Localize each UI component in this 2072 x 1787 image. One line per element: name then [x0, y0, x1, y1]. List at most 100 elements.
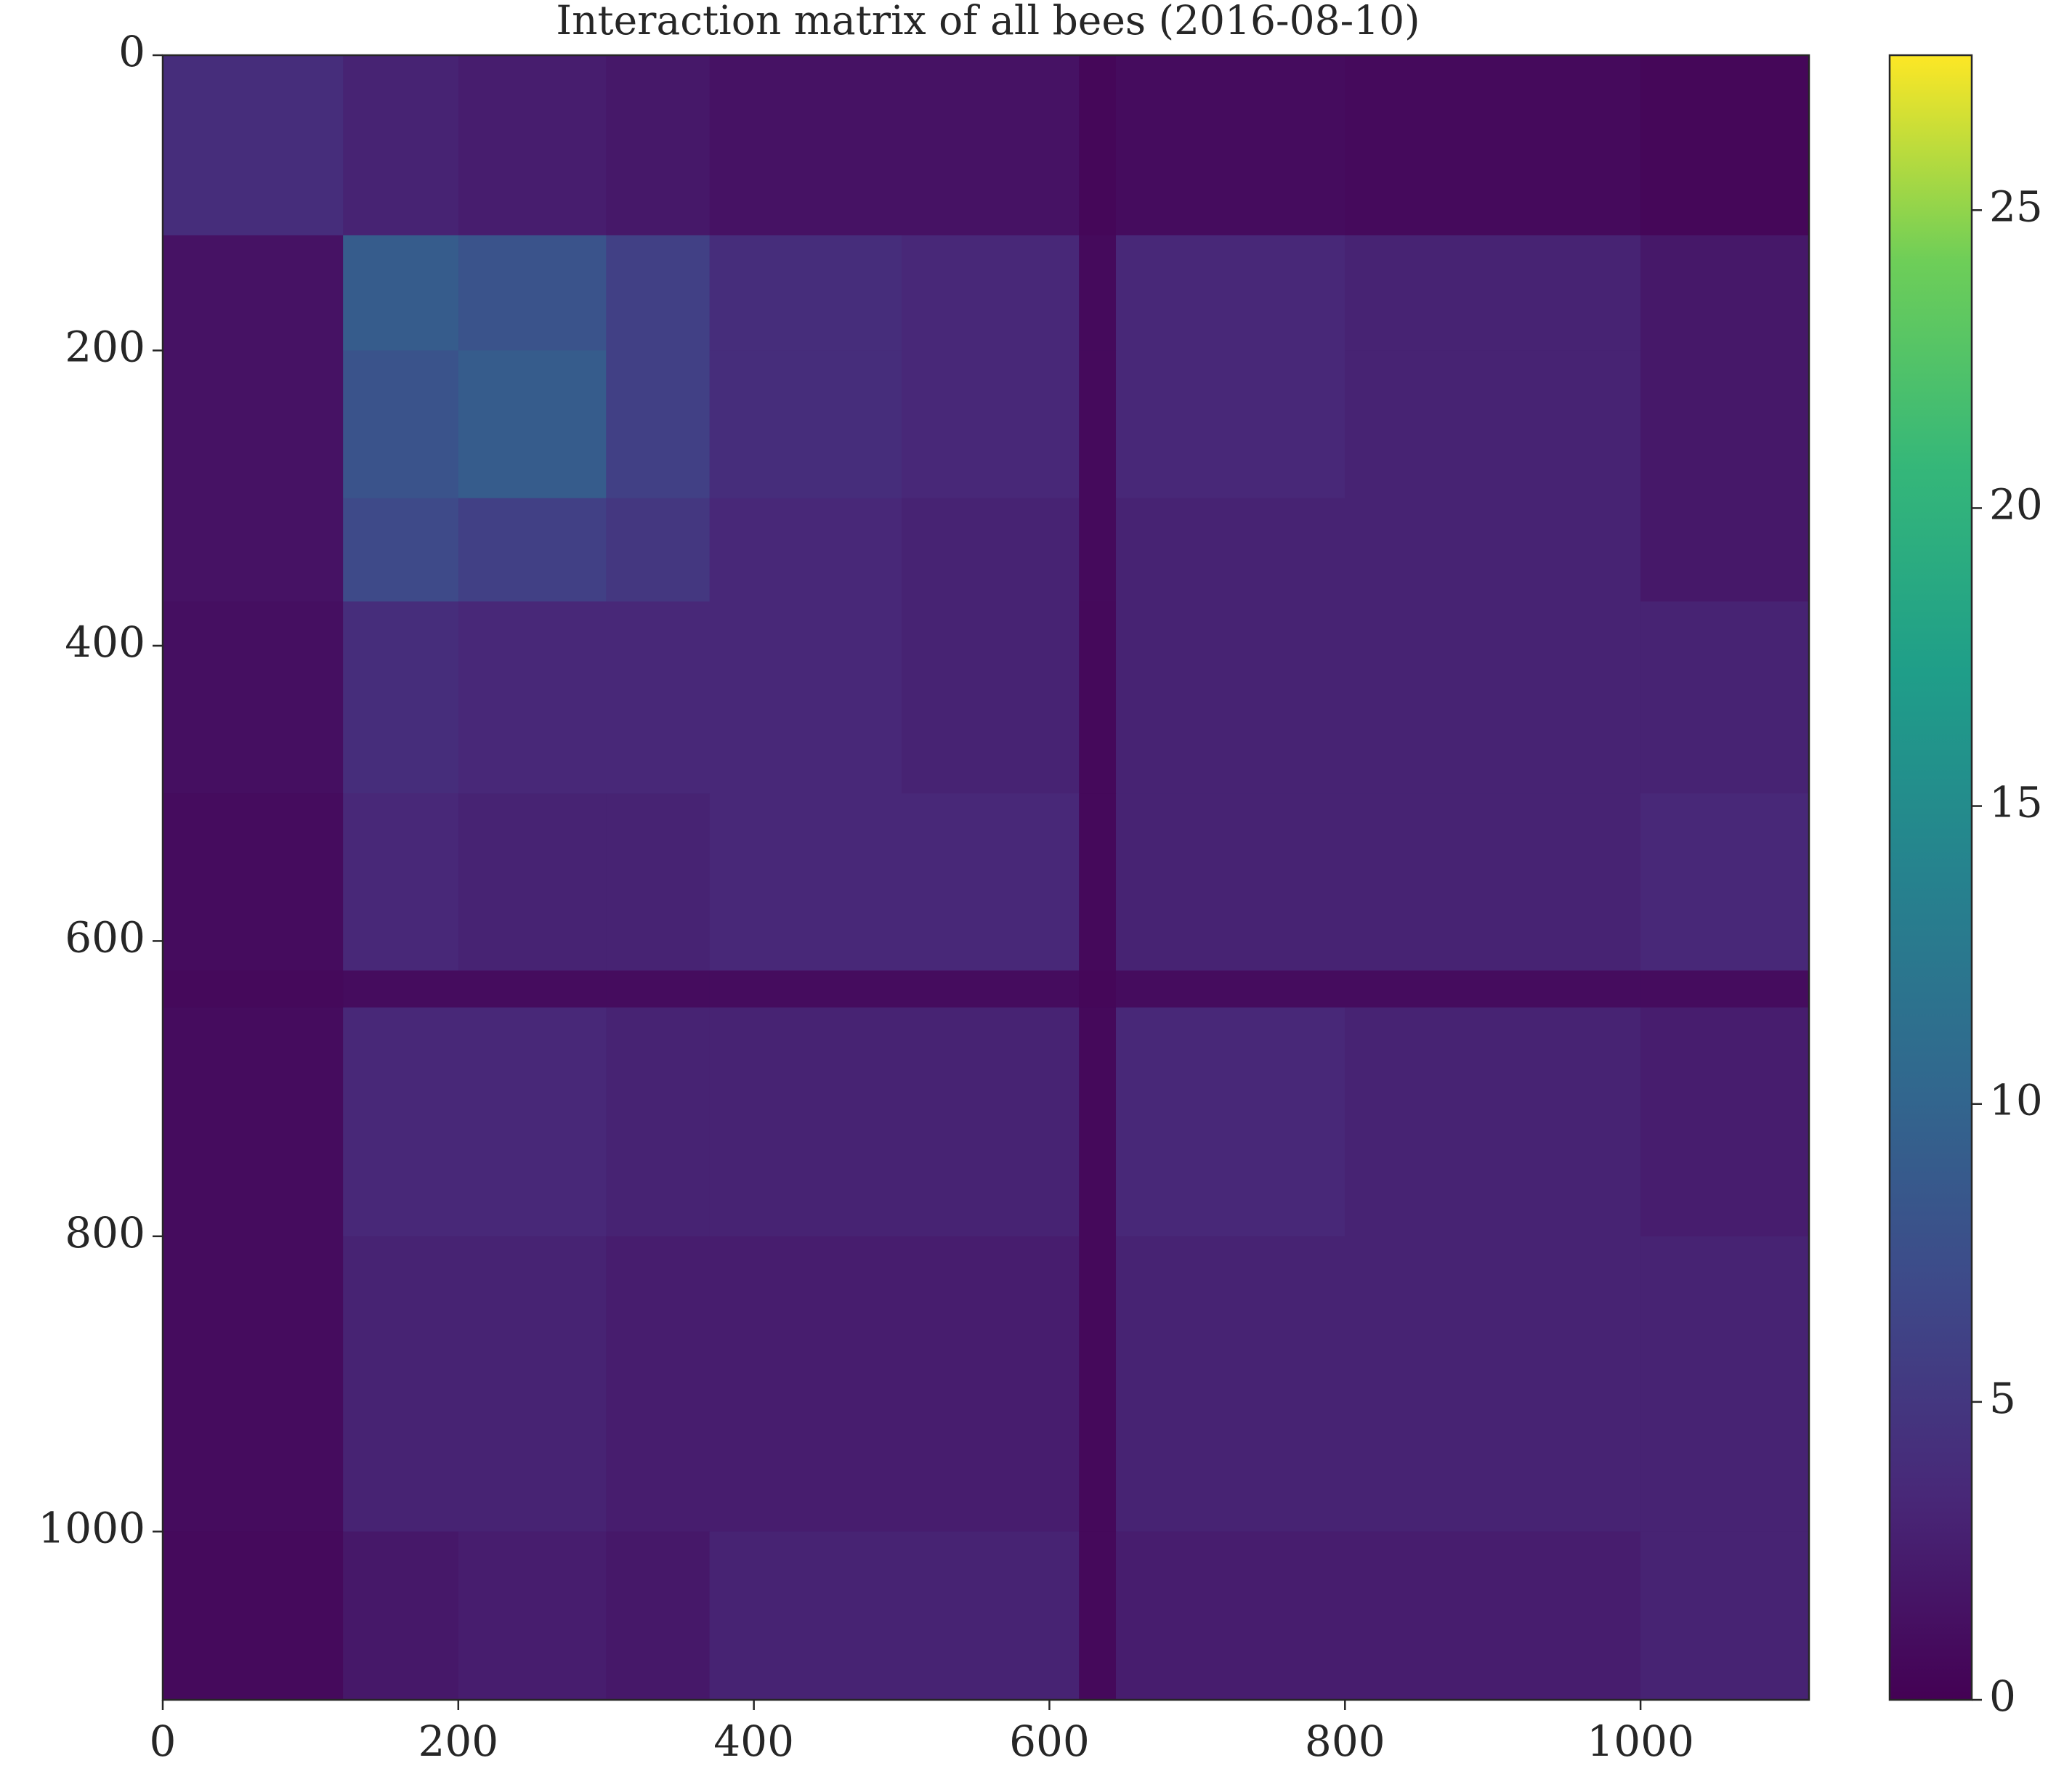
heatmap-cell: [606, 971, 711, 1008]
y-tick-label: 1000: [38, 1503, 145, 1552]
heatmap-cell: [902, 971, 1080, 1008]
heatmap-cell: [1345, 235, 1641, 351]
x-tick-label: 1000: [1587, 1717, 1694, 1766]
heatmap-cell: [1116, 55, 1345, 236]
heatmap-cell: [1640, 235, 1810, 351]
heatmap-cell: [709, 1531, 902, 1701]
heatmap-cell: [343, 793, 459, 971]
heatmap-cell: [1079, 1007, 1117, 1237]
heatmap-cell: [1345, 971, 1641, 1008]
heatmap-cell: [902, 1007, 1080, 1237]
heatmap-cell: [458, 793, 607, 971]
heatmap-cell: [606, 1007, 711, 1237]
y-tick-label: 400: [65, 617, 145, 667]
heatmap-cell: [1116, 793, 1345, 971]
heatmap-cell: [709, 971, 902, 1008]
heatmap-cell: [709, 235, 902, 351]
heatmap-cell: [1079, 55, 1117, 236]
heatmap-cell: [343, 1236, 459, 1532]
heatmap-cell: [1079, 1236, 1117, 1532]
heatmap-cell: [1116, 971, 1345, 1008]
heatmap-cell: [343, 350, 459, 499]
heatmap-cell: [1640, 601, 1810, 794]
heatmap-cell: [458, 1236, 607, 1532]
heatmap-cell: [606, 235, 711, 351]
heatmap-cell: [163, 1531, 344, 1701]
heatmap-cell: [163, 1236, 344, 1532]
y-tick-label: 0: [118, 27, 145, 76]
x-tick-label: 400: [713, 1717, 794, 1766]
heatmap-cell: [1640, 971, 1810, 1008]
heatmap-cell: [163, 350, 344, 499]
heatmap-cell: [1640, 1236, 1810, 1532]
heatmap-cell: [343, 601, 459, 794]
heatmap-cell: [163, 498, 344, 602]
heatmap-cell: [458, 235, 607, 351]
heatmap-cell: [902, 350, 1080, 499]
heatmap-cell: [1640, 350, 1810, 499]
heatmap-cell: [1345, 793, 1641, 971]
heatmap-cell: [606, 601, 711, 794]
heatmap-cell: [709, 793, 902, 971]
heatmap-cell: [343, 235, 459, 351]
x-tick-label: 0: [150, 1717, 177, 1766]
heatmap-cell: [1640, 793, 1810, 971]
heatmap-cell: [709, 601, 902, 794]
heatmap-cell: [606, 1531, 711, 1701]
heatmap-cell: [902, 793, 1080, 971]
heatmap-cell: [902, 235, 1080, 351]
heatmap-cell: [606, 498, 711, 602]
heatmap-cell: [458, 601, 607, 794]
colorbar-tick-label: 20: [1989, 479, 2043, 529]
heatmap-cell: [902, 55, 1080, 236]
heatmap-cell: [902, 1531, 1080, 1701]
heatmap-cell: [163, 1007, 344, 1237]
colorbar-tick-label: 10: [1989, 1076, 2043, 1125]
heatmap-cell: [1345, 350, 1641, 499]
y-tick-label: 200: [65, 322, 145, 371]
heatmap-cell: [709, 1236, 902, 1532]
colorbar-tick-label: 25: [1989, 182, 2043, 231]
y-tick-label: 600: [65, 912, 145, 962]
x-tick-label: 800: [1305, 1717, 1385, 1766]
heatmap-cell: [1116, 235, 1345, 351]
heatmap-cell: [458, 971, 607, 1008]
x-tick-label: 600: [1009, 1717, 1090, 1766]
heatmap-cell: [163, 793, 344, 971]
plot-frame: [161, 54, 1810, 1701]
heatmap-cell: [1116, 601, 1345, 794]
heatmap-cell: [343, 55, 459, 236]
heatmap-cell: [458, 1531, 607, 1701]
heatmap: [163, 55, 1810, 1701]
heatmap-cell: [163, 971, 344, 1008]
heatmap-cell: [1079, 235, 1117, 351]
heatmap-cell: [1345, 498, 1641, 602]
heatmap-cell: [1079, 350, 1117, 499]
heatmap-cell: [1640, 498, 1810, 602]
heatmap-cell: [1640, 1007, 1810, 1237]
heatmap-cell: [902, 601, 1080, 794]
heatmap-cell: [709, 350, 902, 499]
heatmap-cell: [606, 350, 711, 499]
colorbar-tick-label: 5: [1989, 1374, 2016, 1423]
colorbar-tick-label: 0: [1989, 1671, 2016, 1721]
y-tick-label: 800: [65, 1208, 145, 1257]
heatmap-cell: [606, 55, 711, 236]
heatmap-cell: [606, 793, 711, 971]
heatmap-cell: [458, 350, 607, 499]
heatmap-cell: [709, 55, 902, 236]
heatmap-cell: [163, 601, 344, 794]
heatmap-cell: [1116, 1236, 1345, 1532]
heatmap-cell: [1116, 350, 1345, 499]
heatmap-cell: [1345, 1007, 1641, 1237]
heatmap-cell: [343, 1007, 459, 1237]
heatmap-cell: [709, 1007, 902, 1237]
colorbar: [1888, 54, 1973, 1701]
heatmap-cell: [1345, 1531, 1641, 1701]
heatmap-cell: [343, 971, 459, 1008]
heatmap-cell: [902, 498, 1080, 602]
heatmap-cell: [163, 235, 344, 351]
heatmap-cell: [1116, 1531, 1345, 1701]
heatmap-cell: [606, 1236, 711, 1532]
